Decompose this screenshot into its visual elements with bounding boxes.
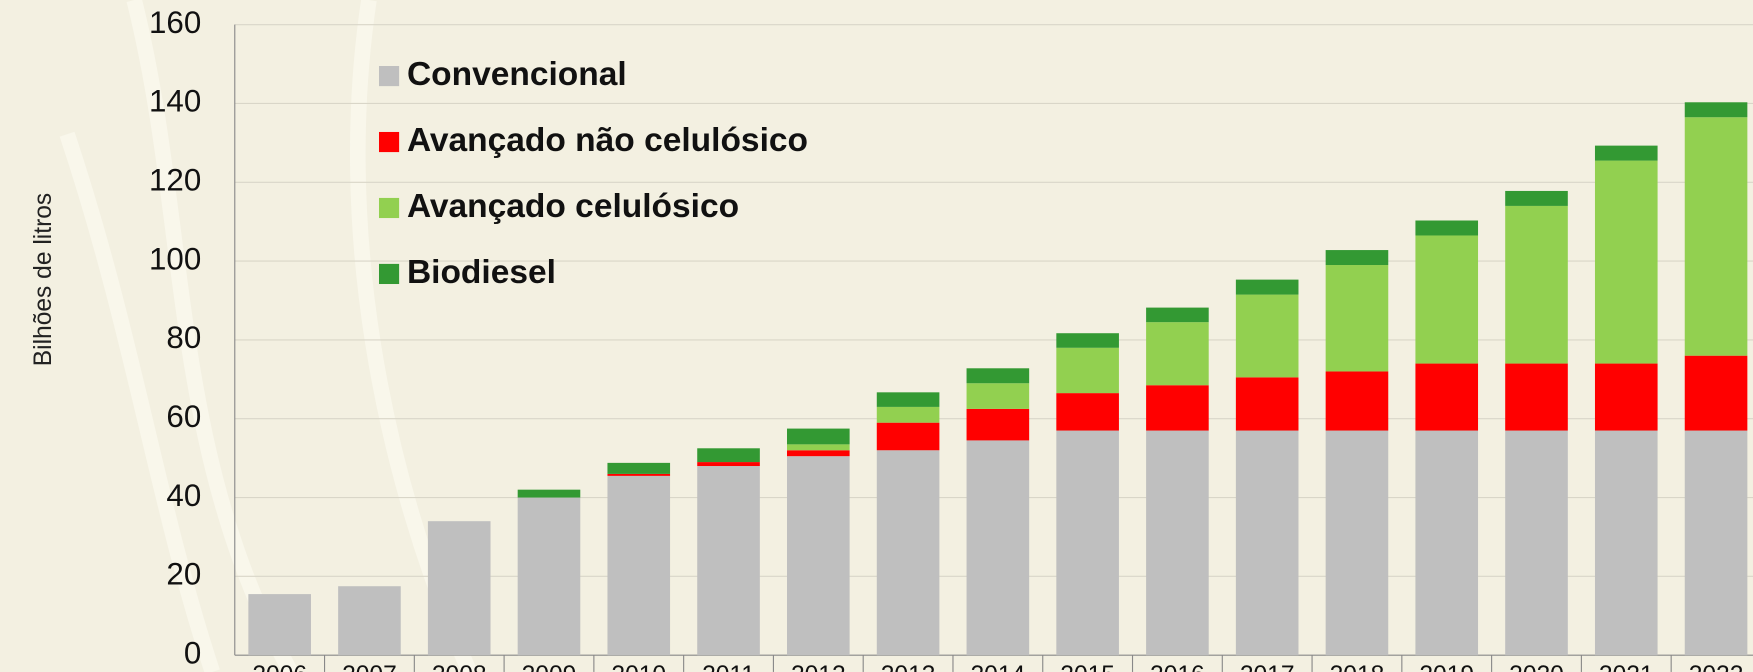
legend-swatch bbox=[378, 131, 400, 153]
y-tick-label: 140 bbox=[149, 84, 201, 119]
legend-swatch bbox=[378, 197, 400, 219]
x-tick-label: 2008 bbox=[432, 662, 487, 672]
bar-segment bbox=[1505, 430, 1568, 656]
bar-segment bbox=[1056, 430, 1119, 656]
bar-segment bbox=[1415, 363, 1479, 431]
y-tick-label: 120 bbox=[149, 163, 201, 198]
y-tick-label: 60 bbox=[166, 399, 201, 434]
bar-segment bbox=[1325, 265, 1389, 372]
bar-segment bbox=[338, 586, 401, 656]
bar-segment bbox=[1146, 385, 1209, 431]
bar-segment bbox=[607, 462, 671, 474]
x-tick-label: 2020 bbox=[1509, 662, 1564, 672]
bar-segment bbox=[1235, 377, 1299, 431]
bar-segment bbox=[517, 497, 581, 656]
x-tick-label: 2019 bbox=[1419, 662, 1474, 672]
bar-segment bbox=[697, 462, 760, 467]
bar-segment bbox=[1415, 235, 1479, 364]
bar-segment bbox=[787, 444, 850, 451]
x-tick-label: 2007 bbox=[342, 662, 397, 672]
bar-segment bbox=[876, 406, 940, 423]
bar-segment bbox=[1505, 190, 1568, 206]
bar-segment bbox=[1325, 371, 1389, 431]
bar-segment bbox=[1235, 430, 1299, 656]
bar-segment bbox=[697, 466, 760, 656]
bar-segment bbox=[1684, 117, 1748, 356]
bar-segment bbox=[1684, 355, 1748, 431]
bar-segment bbox=[1146, 307, 1209, 323]
y-tick-label: 0 bbox=[184, 635, 201, 670]
bar-segment bbox=[1235, 279, 1299, 295]
bar-segment bbox=[1146, 430, 1209, 656]
x-tick-label: 2010 bbox=[611, 662, 666, 672]
bar-segment bbox=[1056, 393, 1119, 431]
x-tick-label: 2011 bbox=[702, 662, 755, 672]
bar-segment bbox=[1056, 333, 1119, 348]
y-tick-label: 160 bbox=[149, 5, 201, 40]
y-axis-title: Bilhões de litros bbox=[30, 193, 57, 366]
bar-segment bbox=[787, 428, 850, 445]
x-tick-label: 2006 bbox=[252, 662, 307, 672]
bar-segment bbox=[876, 422, 940, 451]
bar-segment bbox=[248, 594, 311, 656]
bar-segment bbox=[1505, 363, 1568, 431]
x-tick-label: 2012 bbox=[791, 662, 846, 672]
y-tick-label: 80 bbox=[166, 320, 201, 355]
bar-segment bbox=[697, 448, 760, 463]
bar-segment bbox=[876, 450, 940, 656]
bar-segment bbox=[1594, 145, 1658, 161]
x-tick-label: 2018 bbox=[1330, 662, 1385, 672]
y-tick-label: 20 bbox=[166, 557, 201, 592]
x-tick-label: 2015 bbox=[1060, 662, 1115, 672]
bar-segment bbox=[1235, 294, 1299, 378]
bar-segment bbox=[1594, 160, 1658, 364]
bar-segment bbox=[787, 450, 850, 457]
bar-segment bbox=[1415, 430, 1479, 656]
legend-label: Avançado celulósico bbox=[407, 188, 739, 225]
bar-segment bbox=[427, 521, 491, 656]
legend-label: Convencional bbox=[407, 56, 627, 93]
bar-segment bbox=[517, 489, 581, 498]
bar-segment bbox=[876, 392, 940, 407]
x-tick-label: 2013 bbox=[881, 662, 936, 672]
bar-segment bbox=[966, 440, 1030, 656]
bar-segment bbox=[1594, 363, 1658, 431]
legend-swatch bbox=[378, 66, 400, 87]
bar-segment bbox=[1415, 220, 1479, 236]
bar-segment bbox=[1684, 102, 1748, 118]
x-tick-label: 2022 bbox=[1689, 662, 1744, 672]
x-tick-label: 2009 bbox=[522, 662, 577, 672]
bar-segment bbox=[966, 368, 1030, 384]
bar-segment bbox=[1325, 250, 1389, 266]
bar-segment bbox=[787, 456, 850, 656]
bar-segment bbox=[1056, 347, 1119, 394]
x-tick-label: 2016 bbox=[1150, 662, 1205, 672]
legend-label: Avançado não celulósico bbox=[407, 122, 808, 159]
y-tick-label: 100 bbox=[149, 241, 201, 276]
x-tick-label: 2017 bbox=[1240, 662, 1295, 672]
legend-swatch bbox=[378, 263, 400, 285]
bar-segment bbox=[1594, 430, 1658, 656]
bar-segment bbox=[607, 475, 671, 656]
x-tick-label: 2021 bbox=[1599, 662, 1654, 672]
bar-segment bbox=[966, 383, 1030, 409]
bar-segment bbox=[607, 473, 671, 476]
bar-segment bbox=[1325, 430, 1389, 656]
bar-segment bbox=[966, 408, 1030, 441]
legend-label: Biodiesel bbox=[407, 254, 556, 291]
y-tick-label: 40 bbox=[166, 478, 201, 513]
bar-segment bbox=[1505, 205, 1568, 364]
bar-segment bbox=[1146, 322, 1209, 386]
bar-segment bbox=[1684, 430, 1748, 656]
